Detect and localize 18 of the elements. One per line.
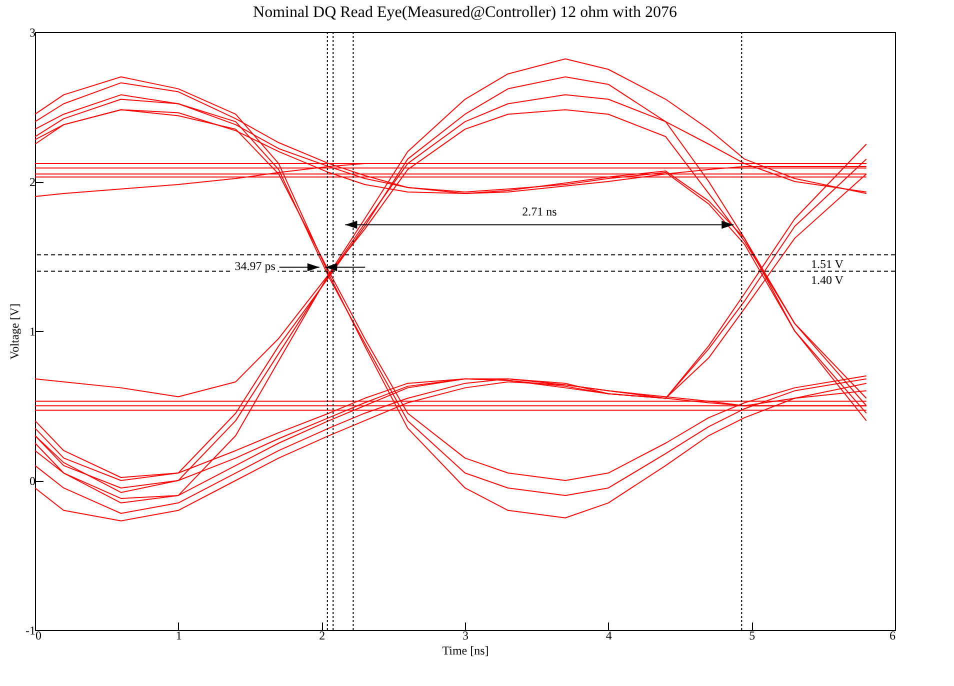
- chart-title: Nominal DQ Read Eye(Measured@Controller) 12 ohm with 2076: [253, 4, 677, 21]
- x-tick-label: 5: [749, 628, 756, 642]
- x-tick-label: 3: [462, 628, 468, 642]
- y-tick-label: 2: [30, 175, 36, 189]
- annotation: 2.71 ns: [522, 204, 558, 219]
- x-tick-label: 1: [176, 628, 182, 642]
- y-tick-label: 1: [30, 324, 36, 338]
- ref-line-label: 1.51 V: [811, 256, 844, 271]
- annotation: 34.97 ps: [234, 258, 276, 273]
- x-tick-label: 2: [319, 628, 326, 642]
- x-tick-label: 6: [890, 628, 896, 642]
- x-axis-title: Time [ns]: [442, 644, 489, 658]
- y-axis-title: Voltage [V]: [8, 303, 22, 360]
- y-tick-label: 3: [30, 26, 36, 40]
- ref-line-label: 1.40 V: [811, 273, 844, 288]
- x-tick-label: 4: [606, 628, 612, 642]
- y-tick-label: -1: [26, 624, 36, 638]
- y-tick-label: 0: [30, 474, 36, 488]
